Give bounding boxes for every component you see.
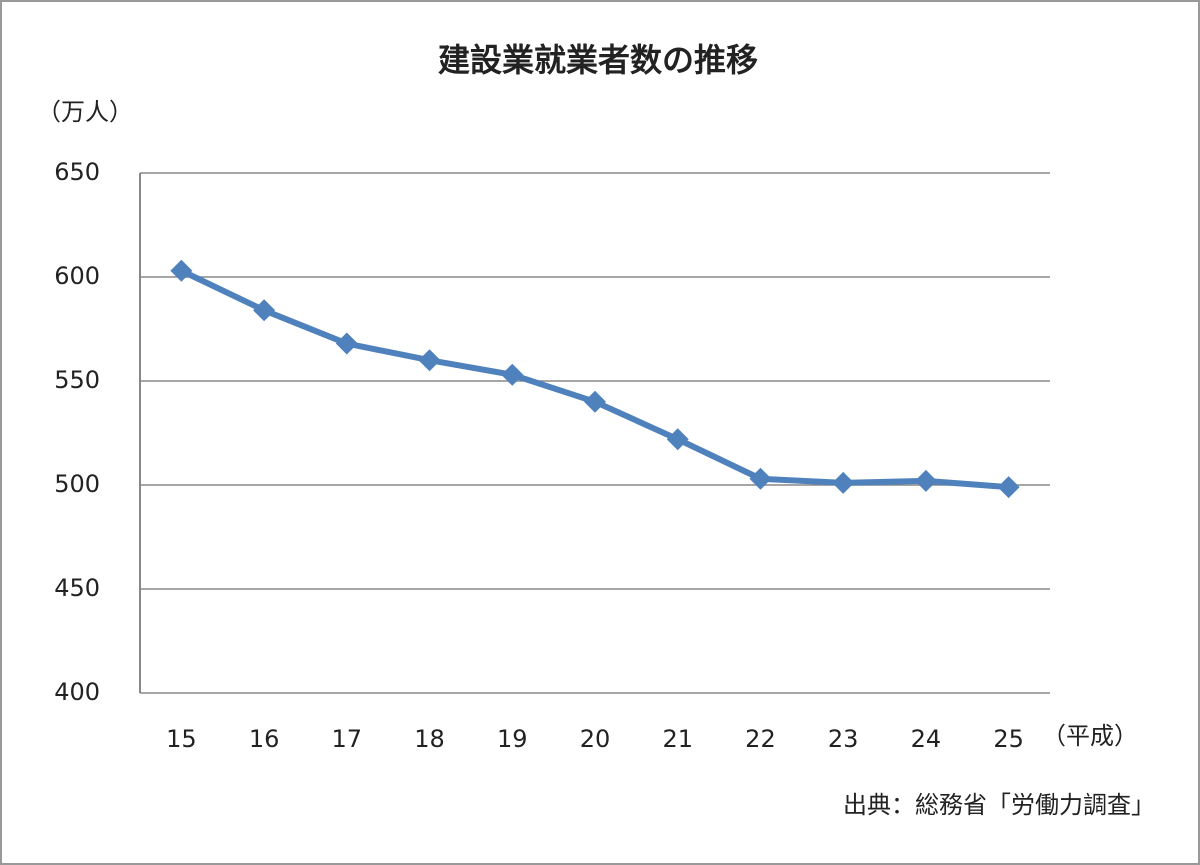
y-tick-label: 500 (54, 470, 100, 498)
x-tick-label: 23 (828, 725, 859, 753)
x-tick-label: 17 (332, 725, 363, 753)
y-tick-label: 400 (54, 678, 100, 706)
marker (501, 363, 524, 386)
marker (666, 428, 689, 451)
x-tick-label: 19 (497, 725, 528, 753)
marker (832, 471, 855, 494)
x-tick-label: 20 (580, 725, 611, 753)
marker (749, 467, 772, 490)
x-tick-label: 24 (911, 725, 942, 753)
marker (914, 469, 937, 492)
x-tick-label: 16 (249, 725, 280, 753)
y-tick-label: 650 (54, 158, 100, 186)
y-unit: （万人） (37, 98, 133, 126)
marker (335, 332, 358, 355)
chart-title: 建設業就業者数の推移 (438, 41, 758, 79)
marker (584, 390, 606, 413)
x-tick-label: 25 (993, 725, 1024, 753)
marker (253, 299, 276, 322)
y-tick-label: 450 (54, 574, 100, 602)
y-tick-label: 550 (54, 366, 100, 394)
y-tick-label: 600 (54, 262, 100, 290)
x-unit: （平成） (1042, 722, 1138, 750)
x-tick-label: 15 (166, 725, 197, 753)
x-tick-label: 21 (662, 725, 693, 753)
x-tick-label: 22 (745, 725, 776, 753)
marker (997, 476, 1020, 499)
x-tick-label: 18 (414, 725, 445, 753)
marker (170, 259, 193, 282)
source: 出典：総務省「労働力調査」 (843, 791, 1155, 819)
marker (418, 349, 441, 372)
